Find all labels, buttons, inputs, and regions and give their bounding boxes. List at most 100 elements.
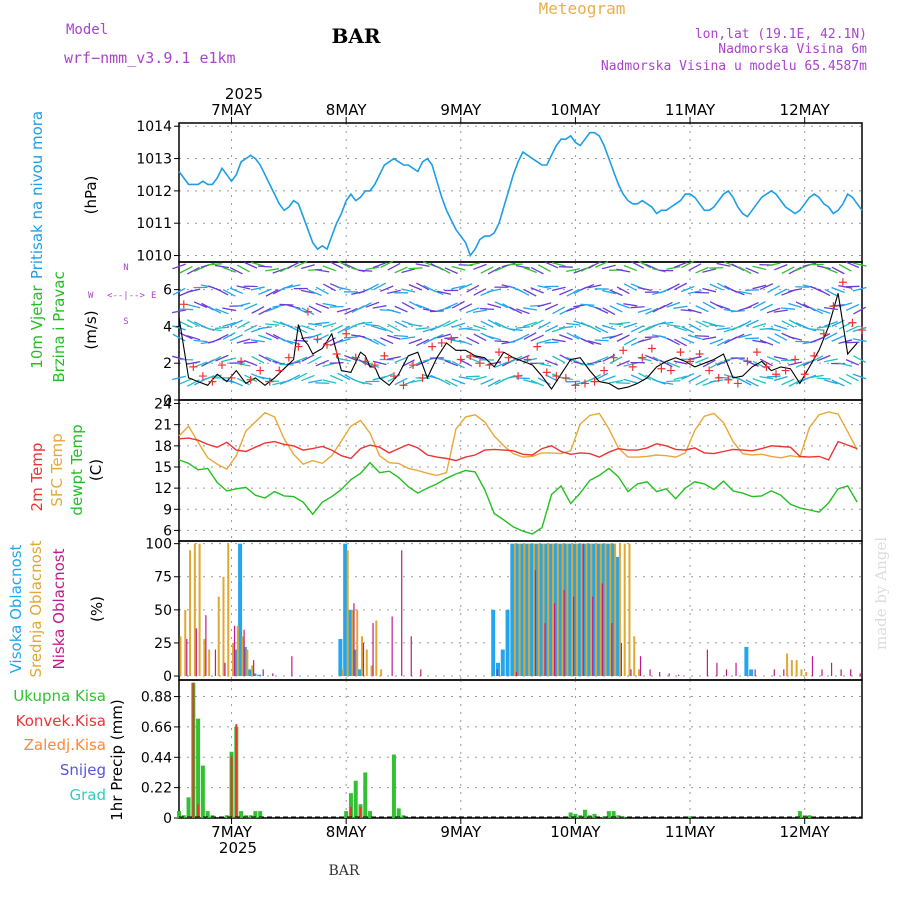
wind-arrow (487, 303, 502, 309)
cloud-ytick-label: 100 (145, 537, 172, 553)
wind-arrow (659, 321, 674, 325)
wind-arrow (487, 288, 502, 293)
compass-east: E (151, 291, 156, 301)
dewpt-temp-line (178, 459, 858, 535)
pressure-ytick-label: 1013 (136, 152, 172, 168)
low-cloud-bar (573, 596, 575, 677)
wind-arrow (437, 320, 451, 329)
mid-cloud-bar (790, 660, 793, 677)
wind-arrow (237, 321, 250, 329)
wind-arrow (551, 338, 566, 343)
wind-arrow (537, 302, 552, 308)
wind-arrow (752, 300, 766, 309)
wind-arrow (208, 306, 222, 314)
wind-arrow (193, 301, 208, 309)
wind-arrow (236, 338, 251, 344)
wind-arrow (717, 282, 730, 291)
wind-arrow (623, 322, 638, 329)
wind-arrow (752, 265, 767, 271)
wind-arrow (566, 288, 580, 297)
low-cloud-bar (362, 642, 365, 677)
mid-cloud-bar (633, 636, 636, 677)
high-cloud-bar (558, 543, 563, 677)
wind-arrow (322, 379, 337, 384)
mid-cloud-bar (184, 609, 187, 677)
total-precip-bar (592, 813, 597, 818)
wind-arrow (523, 321, 537, 327)
wind-arrow (702, 268, 717, 273)
wind-arrow (186, 319, 200, 328)
wind-arrow (380, 260, 394, 269)
wind-arrow (279, 284, 294, 291)
cloud-ytick-label: 25 (154, 636, 172, 652)
wind-arrow (752, 339, 767, 344)
wind-arrow (824, 321, 838, 327)
wind-arrow (559, 288, 573, 296)
wind-arrow (207, 328, 222, 332)
low-cloud-bar (410, 636, 412, 677)
low-cloud-bar (563, 589, 565, 677)
wind-arrow (387, 308, 401, 314)
wind-arrow (630, 325, 645, 333)
wind-arrow (415, 327, 430, 330)
precip-frame (178, 679, 863, 819)
wind-arrow (824, 332, 838, 340)
wind-arrow (523, 288, 537, 297)
wind-arrow (487, 379, 501, 387)
wind-arrow (437, 266, 451, 274)
wind-arrow (258, 334, 272, 341)
lonlat-text: lon,lat (19.1E, 42.1N) (695, 27, 867, 42)
wind-label-2: Brzina i Pravac (50, 271, 68, 382)
mid-cloud-bar (614, 543, 617, 677)
wind-arrow (853, 306, 867, 315)
convective-precip-bar (359, 806, 362, 818)
wind-arrow (480, 266, 494, 274)
high-cloud-bar (233, 649, 238, 677)
low-cloud-bar (534, 570, 537, 677)
wind-arrow (401, 288, 416, 293)
wind-arrow (609, 289, 623, 297)
wind-panel: 0 2 4 6 (163, 261, 863, 409)
total-precip-bar (797, 811, 802, 818)
wind-arrow (623, 337, 637, 346)
wind-arrow (336, 357, 351, 362)
low-cloud-bar (420, 669, 422, 677)
wind-arrow (437, 290, 452, 295)
mid-cloud-bar (786, 653, 789, 677)
mid-cloud-bar (628, 543, 631, 677)
wind-arrow (845, 373, 859, 382)
wind-arrow (702, 336, 717, 341)
wind-arrow (652, 321, 666, 327)
wind-arrow (523, 307, 538, 311)
wind-arrow (537, 321, 551, 330)
wind-arrow (745, 379, 759, 387)
total-precip-bar (807, 815, 812, 818)
temperature-frame (178, 399, 863, 542)
wind-arrow (387, 323, 401, 332)
wind-arrow (244, 261, 258, 269)
wind-arrow (229, 287, 244, 295)
wind-arrow (623, 264, 638, 272)
wind-arrow (666, 380, 681, 383)
high-cloud-bar (242, 646, 247, 677)
wind-arrow (215, 287, 229, 296)
wind-arrow (222, 321, 237, 328)
wind-arrow (394, 334, 409, 338)
mid-cloud-bar (580, 543, 583, 677)
wind-arrow (759, 339, 774, 346)
wind-arrow (337, 325, 351, 334)
mid-cloud-bar (518, 543, 521, 677)
wind-arrow (817, 354, 831, 362)
mid-cloud-bar (203, 638, 206, 677)
wind-arrow (301, 264, 315, 270)
high-cloud-bar (357, 669, 362, 677)
wind-arrow (186, 335, 201, 341)
wind-arrow (301, 324, 315, 331)
high-cloud-bar (615, 556, 620, 677)
wind-arrow (401, 268, 416, 274)
wind-arrow (215, 308, 229, 315)
wind-arrow (365, 266, 380, 271)
mid-cloud-bar (236, 625, 239, 677)
wind-arrow (229, 267, 243, 275)
wind-arrow (315, 302, 330, 309)
